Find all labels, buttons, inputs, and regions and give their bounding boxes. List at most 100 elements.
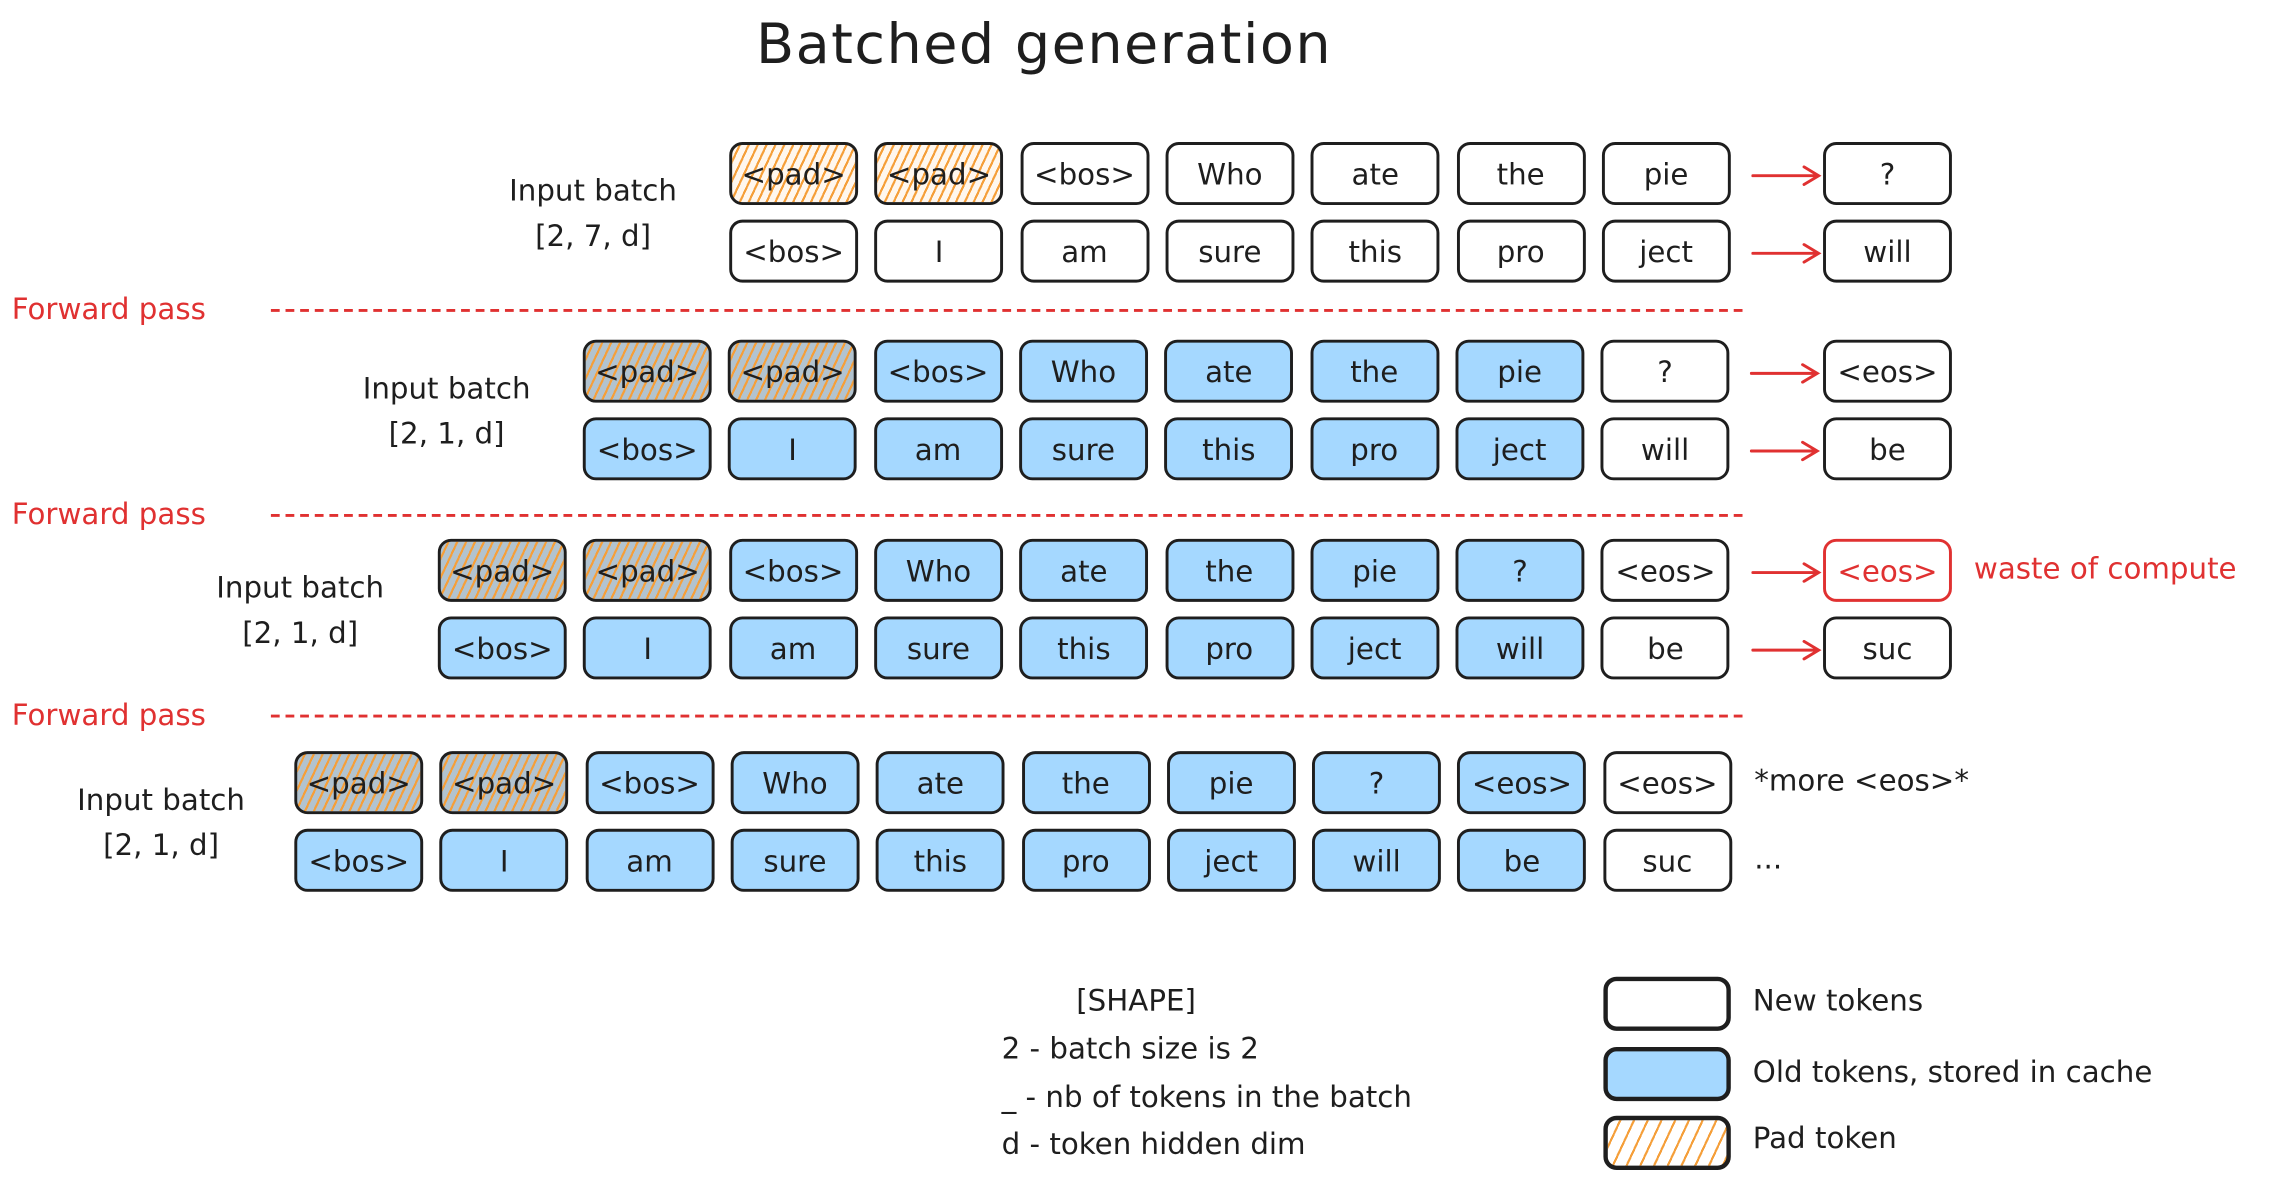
token-old: pie [1455, 339, 1585, 403]
token-old: <eos> [1457, 751, 1587, 815]
token-new: <bos> [729, 219, 859, 283]
shape-legend-line: _ - nb of tokens in the batch [1001, 1079, 1412, 1115]
input-batch-title: Input batch [216, 569, 385, 605]
token-old: I [439, 828, 569, 892]
forward-pass-label: Forward pass [11, 697, 206, 733]
token-old: <bos> [437, 616, 567, 680]
token-old: sure [1018, 417, 1148, 481]
token-new: pro [1456, 219, 1586, 283]
token-old: <bos> [585, 751, 714, 815]
token-old: ate [875, 751, 1005, 815]
shape-legend-heading: [SHAPE] [1076, 982, 1196, 1018]
token-old: be [1457, 828, 1587, 892]
diagram-title: Batched generation [755, 11, 1333, 77]
token-new: Who [1165, 142, 1295, 206]
input-batch-title: Input batch [77, 781, 245, 818]
legend-swatch-pad [1603, 1115, 1731, 1170]
token-pad-old: <pad> [582, 339, 712, 403]
token-old: this [875, 828, 1005, 892]
token-old: Who [874, 538, 1003, 602]
input-batch-label: Input batch [2, 7, d] [469, 168, 718, 259]
token-pad-old: <pad> [439, 751, 569, 815]
token-pad-old: <pad> [437, 538, 567, 602]
trailing-note: ... [1754, 840, 1783, 876]
token-new: ate [1310, 142, 1440, 206]
token-pad: <pad> [874, 142, 1004, 206]
token-old: pro [1309, 417, 1439, 481]
token-old: am [585, 828, 714, 892]
token-old: ? [1455, 538, 1585, 602]
token-old: the [1164, 538, 1294, 602]
arrow-icon [1750, 638, 1822, 661]
token-old: this [1019, 616, 1149, 680]
output-token: <eos> [1823, 339, 1952, 403]
token-new: <eos> [1601, 538, 1730, 602]
token-old: pro [1021, 828, 1151, 892]
token-old: I [583, 616, 713, 680]
trailing-note: *more <eos>* [1754, 762, 1969, 799]
input-batch-shape: [2, 1, d] [388, 415, 505, 452]
token-old: am [873, 417, 1003, 481]
token-old: ate [1164, 339, 1294, 403]
token-new: pie [1601, 142, 1731, 206]
shape-legend-line: 2 - batch size is 2 [1001, 1030, 1259, 1067]
forward-pass-label: Forward pass [11, 291, 206, 327]
input-batch-label: Input batch [2, 1, d] [37, 778, 286, 869]
input-batch-shape: [2, 7, d] [535, 218, 652, 254]
arrow-icon [1751, 242, 1822, 264]
token-new: I [874, 219, 1004, 283]
shape-legend-line: d - token hidden dim [1001, 1126, 1306, 1162]
legend-swatch-old [1603, 1046, 1731, 1102]
token-new: this [1310, 219, 1440, 283]
token-old: pro [1164, 616, 1294, 680]
legend-label-pad: Pad token [1752, 1120, 1897, 1156]
token-old: the [1309, 339, 1439, 403]
token-old: <bos> [728, 538, 858, 602]
token-new: am [1020, 219, 1149, 283]
input-batch-shape: [2, 1, d] [103, 827, 220, 863]
forward-pass-divider [270, 513, 1743, 517]
token-old: this [1164, 417, 1294, 481]
token-old: ject [1310, 616, 1440, 680]
token-old: Who [1018, 339, 1148, 403]
output-token: will [1823, 219, 1952, 283]
arrow-icon [1751, 164, 1822, 186]
legend-swatch-new [1603, 976, 1731, 1031]
token-new: ject [1601, 219, 1731, 283]
token-pad: <pad> [729, 142, 859, 206]
arrow-icon [1750, 561, 1822, 583]
token-new: suc [1602, 828, 1732, 892]
token-old: sure [730, 828, 860, 892]
token-old: I [728, 417, 858, 481]
token-old: sure [874, 616, 1003, 680]
token-new: <eos> [1602, 751, 1732, 815]
output-token: be [1823, 417, 1952, 481]
token-new: sure [1165, 219, 1295, 283]
token-old: am [728, 616, 858, 680]
token-old: ject [1455, 417, 1585, 481]
arrow-icon [1750, 439, 1821, 462]
token-new: be [1601, 616, 1730, 680]
token-old: will [1455, 616, 1585, 680]
token-new: the [1456, 142, 1586, 206]
token-old: the [1021, 751, 1151, 815]
token-old: ate [1019, 538, 1149, 602]
output-token: ? [1823, 142, 1952, 206]
arrow-icon [1750, 362, 1821, 384]
token-new: <bos> [1020, 142, 1149, 206]
forward-pass-divider [270, 714, 1743, 718]
input-batch-shape: [2, 1, d] [242, 615, 359, 651]
token-old: Who [730, 751, 860, 815]
token-old: pie [1310, 538, 1440, 602]
token-old: ? [1312, 751, 1442, 815]
forward-pass-label: Forward pass [11, 496, 206, 532]
token-old: <bos> [582, 417, 712, 481]
token-old: <bos> [873, 339, 1003, 403]
legend-label-new: New tokens [1752, 982, 1924, 1018]
input-batch-title: Input batch [362, 370, 531, 406]
input-batch-label: Input batch [2, 1, d] [176, 565, 425, 656]
waste-annotation: waste of compute [1973, 550, 2237, 586]
token-new: will [1600, 417, 1730, 481]
token-pad-old: <pad> [294, 751, 424, 815]
